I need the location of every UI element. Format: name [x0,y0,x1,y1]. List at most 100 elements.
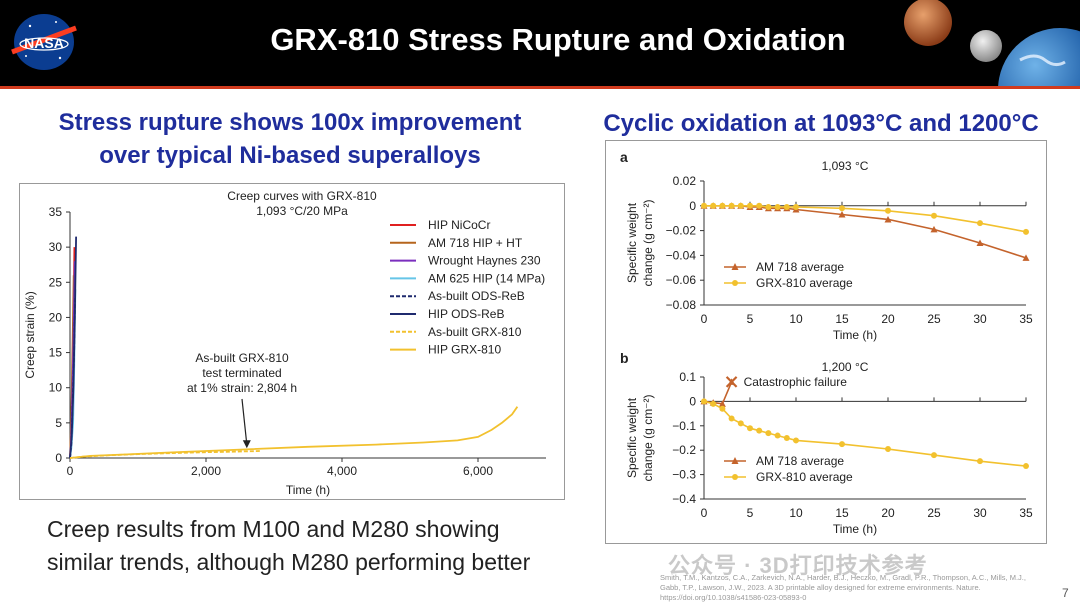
legend-label: As-built ODS-ReB [428,289,525,303]
y-axis-label-line2: change (g cm⁻²) [641,394,655,481]
chart-subtitle: 1,093 °C/20 MPa [256,204,348,218]
x-tick-label: 15 [835,506,849,520]
data-point [774,204,781,211]
data-point [884,215,892,223]
x-tick-label: 35 [1019,312,1033,326]
data-point [976,239,984,246]
legend-marker [732,474,738,480]
annotation-arrowhead [242,440,251,449]
data-point [930,225,938,233]
data-point [719,202,726,209]
data-point [747,425,753,432]
legend-marker [732,280,738,286]
data-point [756,427,763,434]
data-point [885,207,891,214]
series-line [704,205,1027,259]
watermark: 公众号 · 3D打印技术参考 [668,553,928,578]
y-tick-label: 5 [55,416,62,430]
page-title: GRX-810 Stress Rupture and Oxidation [270,22,846,57]
legend-label: Wrought Haynes 230 [428,254,541,268]
x-tick-label: 5 [747,312,754,326]
y-tick-label: −0.04 [666,248,697,262]
data-point [793,437,799,444]
y-tick-label: 0 [55,451,62,465]
data-point [838,210,846,218]
nasa-logo-text: NASA [24,35,64,51]
x-tick-label: 6,000 [463,464,493,478]
legend-label: AM 718 HIP + HT [428,236,523,250]
chart-title: Creep curves with GRX-810 [227,189,377,203]
panel-label: b [620,350,629,366]
data-point [1023,463,1029,470]
nasa-meatball-logo: NASA [11,14,77,70]
series-line [703,400,1027,467]
legend-label: HIP ODS-ReB [428,307,504,321]
citation-line3: https://doi.org/10.1038/s41586-023-05893… [660,593,807,602]
y-tick-label: −0.1 [672,419,696,433]
y-tick-label: 30 [49,240,63,254]
x-tick-label: 30 [973,312,987,326]
x-tick-label: 30 [973,506,987,520]
y-tick-label: 0.1 [679,370,696,384]
data-point [783,204,790,211]
data-point [765,204,772,211]
data-point [765,430,772,437]
annotation-arrow [241,398,248,445]
oxidation-chart: a 1,093 °C 0.02 0 −0.02 −0.04 −0.06 −0.08 0 5 10 15… [620,149,1033,536]
data-point [737,420,744,427]
data-point [1023,228,1029,235]
y-tick-label: 15 [49,346,63,360]
legend-label: AM 625 HIP (14 MPa) [428,271,545,285]
page-number: 7 [1062,586,1069,600]
annotation-text: test terminated [202,366,281,380]
y-tick-label: 0.02 [673,174,697,188]
legend-marker [731,263,739,270]
creep-summary-text: Creep results from M100 and M280 showing… [47,513,587,579]
y-axis-label-line2: change (g cm⁻²) [641,199,655,286]
data-point [977,220,983,227]
legend-label: HIP GRX-810 [428,343,501,357]
citation-line2: Gabb, T.P., Lawson, J.W., 2023. A 3D pri… [660,583,981,592]
y-tick-label: 0 [689,394,696,408]
legend-label: HIP NiCoCr [428,218,490,232]
data-point [931,452,937,459]
data-point [756,202,763,209]
left-subtitle-line1: Stress rupture shows 100x improvement [58,109,522,136]
data-point [737,202,744,209]
y-tick-label: −0.08 [666,298,697,312]
data-point [747,202,753,209]
data-point [839,205,845,212]
citation-line1: Smith, T.M., Kantzos, C.A., Zarkevich, N… [660,573,1026,582]
data-point [783,435,790,441]
data-point [728,415,735,422]
x-axis-label: Time (h) [286,483,330,497]
data-point [1022,254,1030,261]
y-axis-label-line1: Specific weight [625,202,639,283]
legend-label: GRX-810 average [756,276,853,290]
x-tick-label: 20 [881,506,895,520]
header-divider [0,86,1080,89]
x-tick-label: 0 [67,464,74,478]
annotation-text: As-built GRX-810 [195,351,289,365]
x-axis-label: Time (h) [833,328,877,342]
x-tick-label: 0 [701,312,708,326]
y-tick-label: 25 [49,275,63,289]
creep-summary-line1: Creep results from M100 and M280 showing [47,516,500,542]
panel-title: 1,200 °C [822,360,869,374]
x-tick-label: 0 [701,506,708,520]
citation: Smith, T.M., Kantzos, C.A., Zarkevich, N… [660,573,1060,603]
left-subtitle-line2: over typical Ni-based superalloys [99,142,481,169]
panel-title: 1,093 °C [822,159,869,173]
y-axis-label: Creep strain (%) [23,291,37,378]
x-tick-label: 5 [747,506,754,520]
data-point [774,432,781,439]
x-tick-label: 25 [927,506,941,520]
y-axis-label-line1: Specific weight [625,397,639,478]
x-tick-label: 20 [881,312,895,326]
data-point [719,405,726,412]
creep-summary-line2: similar trends, although M280 performing… [47,549,531,575]
series-line [69,406,519,459]
legend-label: AM 718 average [756,260,844,274]
x-tick-label: 35 [1019,506,1033,520]
legend-label: As-built GRX-810 [428,325,522,339]
